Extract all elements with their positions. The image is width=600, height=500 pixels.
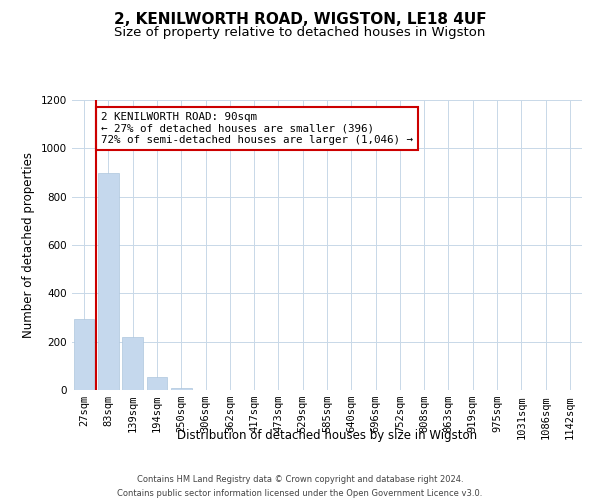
Bar [98,172,119,390]
Text: 2 KENILWORTH ROAD: 90sqm
← 27% of detached houses are smaller (396)
72% of semi-: 2 KENILWORTH ROAD: 90sqm ← 27% of detach… [101,112,413,146]
Bar [74,318,94,390]
Bar [146,376,167,390]
Text: Contains HM Land Registry data © Crown copyright and database right 2024.
Contai: Contains HM Land Registry data © Crown c… [118,476,482,498]
Text: 2, KENILWORTH ROAD, WIGSTON, LE18 4UF: 2, KENILWORTH ROAD, WIGSTON, LE18 4UF [113,12,487,28]
Text: Size of property relative to detached houses in Wigston: Size of property relative to detached ho… [115,26,485,39]
Y-axis label: Number of detached properties: Number of detached properties [22,152,35,338]
Bar [122,337,143,390]
Text: Distribution of detached houses by size in Wigston: Distribution of detached houses by size … [177,428,477,442]
Bar [171,388,191,390]
